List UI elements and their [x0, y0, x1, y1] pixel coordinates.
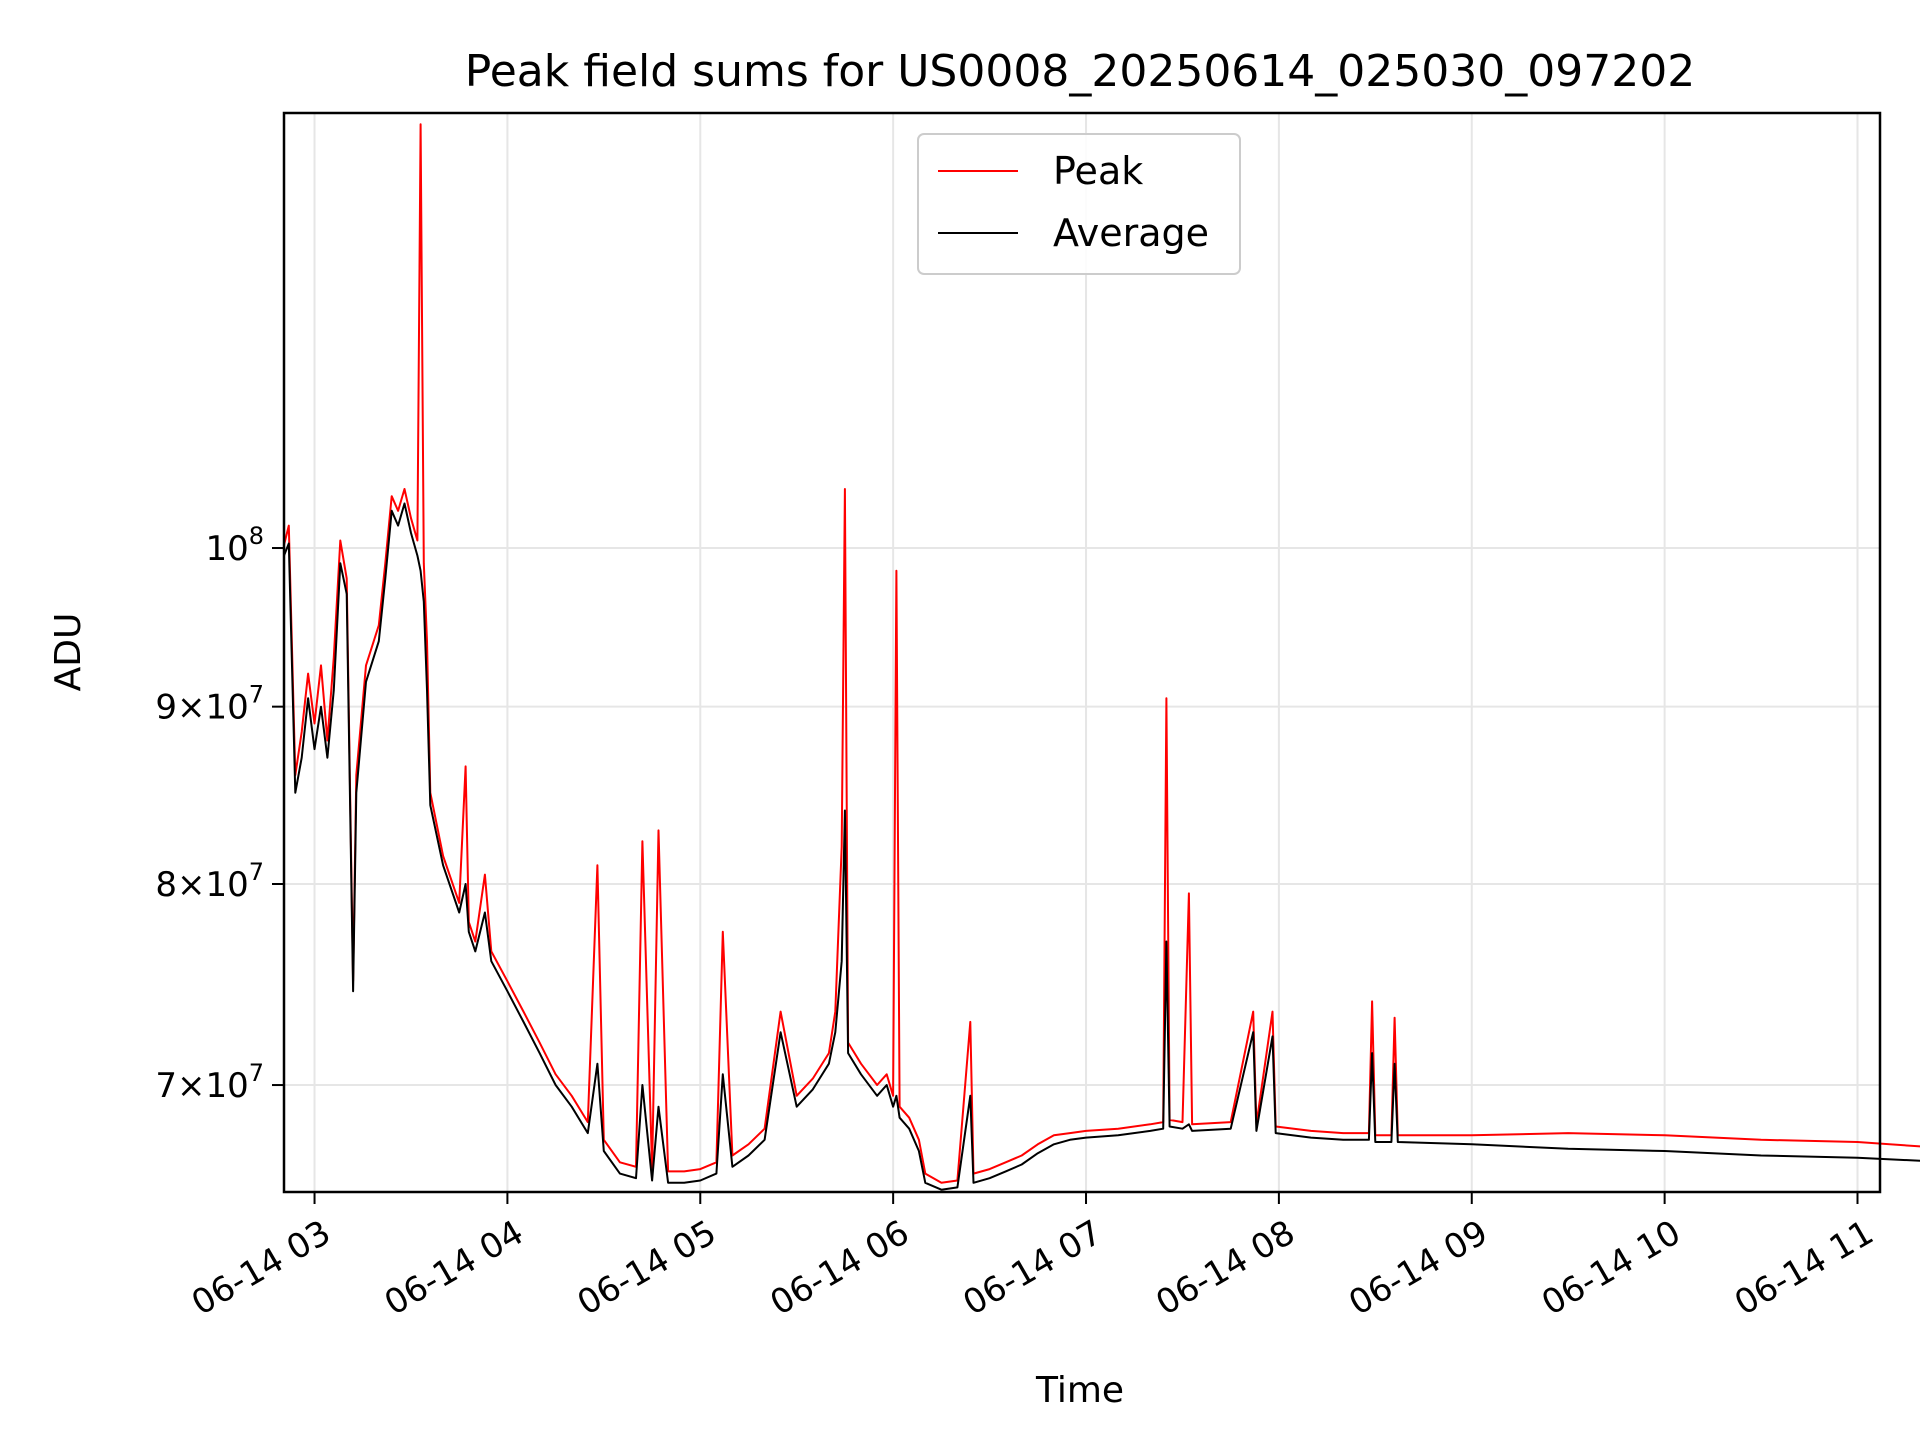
- plot-frame: [282, 111, 1882, 1194]
- legend: Peak Average: [917, 133, 1241, 275]
- y-tick-mantissa: 7×10: [155, 1066, 248, 1106]
- chart-title: Peak field sums for US0008_20250614_0250…: [465, 46, 1695, 97]
- y-tick-label: 108: [205, 522, 264, 569]
- y-tick-exponent: 7: [249, 858, 264, 886]
- series-line-average: [283, 502, 1920, 1191]
- y-tick-label: 8×107: [155, 858, 264, 905]
- legend-label-average: Average: [1053, 211, 1209, 255]
- y-tick-mantissa: 9×10: [155, 688, 248, 728]
- y-axis-label: ADU: [48, 613, 89, 692]
- legend-box: [917, 133, 1241, 275]
- y-tick-mantissa: 8×10: [155, 865, 248, 905]
- y-tick-label: 9×107: [155, 681, 264, 728]
- grid: [284, 113, 1880, 1192]
- x-axis-label: Time: [1035, 1370, 1124, 1411]
- y-tick-exponent: 7: [249, 1059, 264, 1087]
- y-tick-label: 7×107: [155, 1059, 264, 1106]
- y-tick-mantissa: 10: [205, 529, 248, 569]
- series-layer: [283, 123, 1920, 1191]
- y-tick-exponent: 7: [249, 681, 264, 709]
- legend-label-peak: Peak: [1053, 149, 1143, 193]
- y-tick-exponent: 8: [249, 522, 264, 550]
- series-line-peak: [283, 123, 1920, 1184]
